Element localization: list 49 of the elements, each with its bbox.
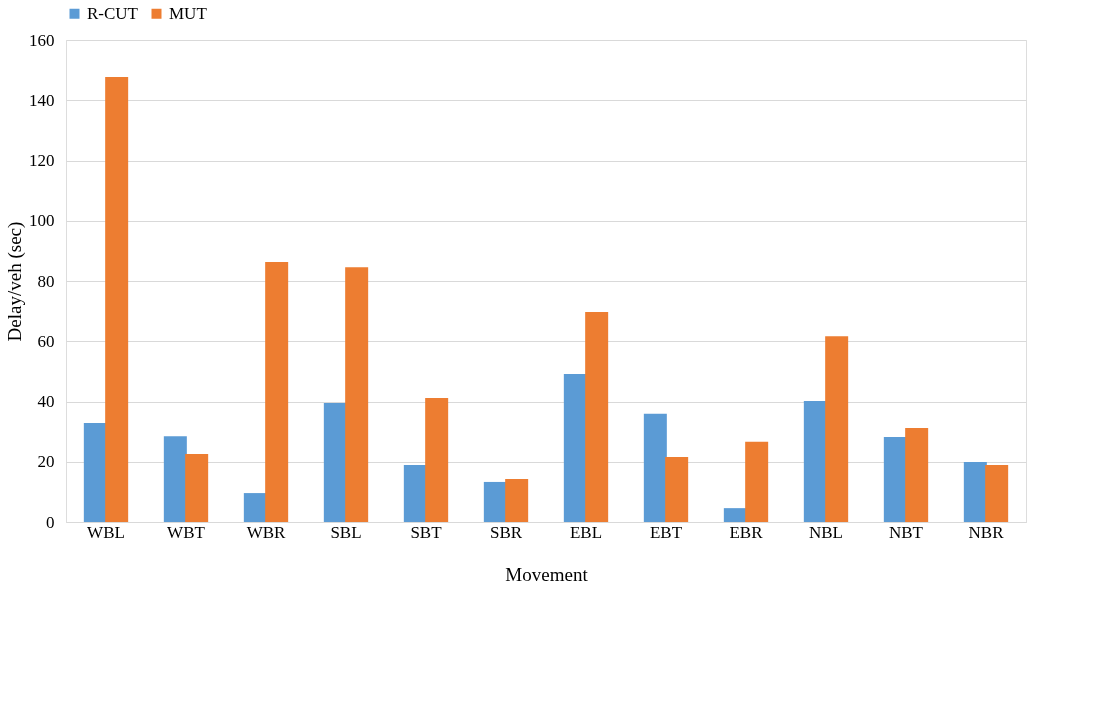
x-tick-label: NBR — [968, 522, 1005, 542]
x-tick-label: SBL — [330, 522, 362, 542]
bar — [243, 493, 267, 522]
bar — [803, 400, 827, 522]
x-tick-label: NBT — [889, 522, 924, 542]
y-axis-title: Delay/veh (sec) — [4, 221, 26, 342]
legend-label: R-CUT — [87, 3, 139, 23]
y-tick-label: 0 — [46, 512, 55, 532]
y-tick-label: 160 — [29, 30, 55, 50]
bar — [403, 465, 427, 522]
bar — [505, 478, 529, 522]
x-tick-label: WBR — [246, 522, 287, 542]
y-tick-label: 40 — [37, 392, 55, 411]
bar — [745, 441, 769, 522]
x-tick-label: SBT — [410, 522, 443, 542]
bar — [163, 436, 187, 522]
y-tick-label: 60 — [37, 331, 55, 351]
x-tick-label: WBL — [87, 522, 125, 542]
bar — [83, 422, 107, 522]
y-tick-label: 100 — [29, 211, 55, 231]
bar — [985, 465, 1009, 522]
bar — [665, 456, 689, 522]
x-axis-title: Movement — [505, 563, 589, 585]
x-tick-label: EBT — [649, 522, 683, 542]
bar — [723, 508, 747, 522]
bar — [563, 374, 587, 522]
bar — [585, 312, 609, 522]
bar — [185, 453, 209, 522]
bar — [483, 481, 507, 522]
bar — [345, 267, 369, 522]
x-tick-label: EBR — [729, 522, 764, 542]
bar — [905, 428, 929, 522]
bar — [643, 413, 667, 522]
bar — [883, 437, 907, 522]
x-tick-label: NBL — [809, 522, 843, 542]
x-tick-label: SBR — [489, 522, 523, 542]
bar — [825, 336, 849, 522]
x-tick-label: EBL — [569, 522, 603, 542]
legend-label: MUT — [169, 3, 208, 23]
bar — [265, 262, 289, 522]
y-tick-label: 20 — [37, 452, 55, 472]
bar — [323, 403, 347, 522]
y-tick-label: 80 — [37, 271, 55, 291]
y-tick-label: 140 — [29, 90, 55, 110]
bar — [425, 397, 449, 522]
y-tick-label: 120 — [29, 151, 55, 170]
bar — [105, 77, 129, 522]
x-tick-label: WBT — [167, 522, 206, 542]
bar — [963, 462, 987, 522]
